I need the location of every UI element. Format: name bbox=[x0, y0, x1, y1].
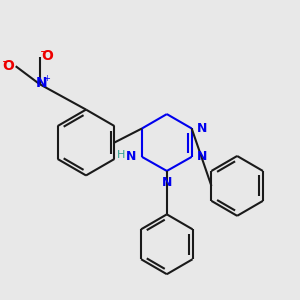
Text: O: O bbox=[2, 59, 14, 73]
Text: N: N bbox=[197, 150, 207, 164]
Text: −: − bbox=[2, 57, 11, 67]
Text: N: N bbox=[197, 122, 207, 135]
Text: N: N bbox=[126, 150, 136, 164]
Text: N: N bbox=[35, 76, 47, 90]
Text: O: O bbox=[41, 49, 53, 63]
Text: −: − bbox=[40, 47, 50, 57]
Text: N: N bbox=[162, 176, 172, 189]
Text: H: H bbox=[117, 150, 125, 161]
Text: +: + bbox=[43, 74, 50, 83]
